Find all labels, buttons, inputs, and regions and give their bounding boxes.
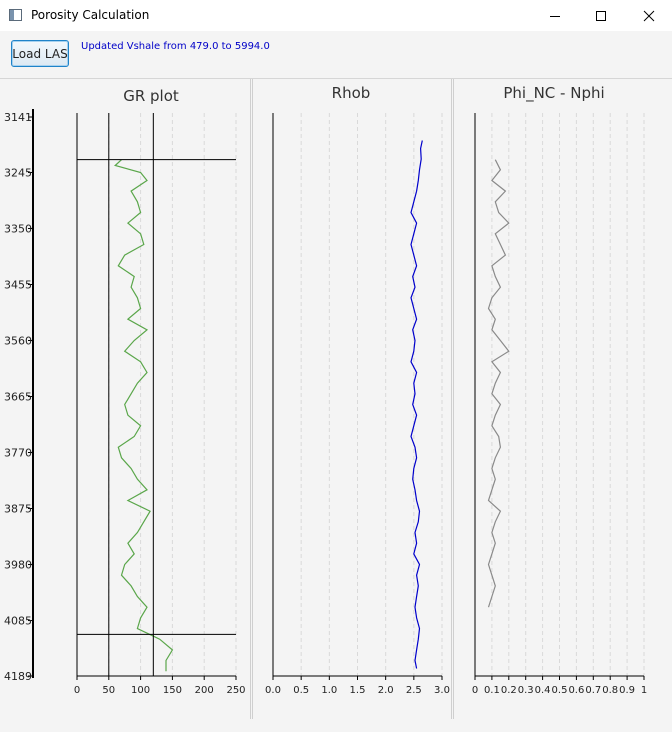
x-tick-label: 0.1 [484,685,500,696]
x-tick-label: 150 [163,685,182,696]
log-plots: GR plot Rhob Phi_NC - Nphi 3141 3245 3350 3… [0,79,672,728]
x-tick-label: 1.5 [350,685,366,696]
gr-plot-title: GR plot [123,87,179,105]
depth-tick-label: 4085 [4,615,32,628]
depth-tick-label: 3455 [4,278,32,291]
x-tick-label: 0 [472,685,478,696]
close-button[interactable] [626,0,672,31]
x-tick-label: 0.6 [568,685,584,696]
rhob-series-line [410,140,423,669]
rhob-plot-title: Rhob [332,84,371,102]
x-tick-label: 0.0 [265,685,281,696]
app-icon [9,9,22,21]
x-tick-label: 50 [102,685,115,696]
depth-tick-label: 3980 [4,559,32,572]
title-bar: Porosity Calculation [0,0,672,32]
x-tick-label: 0 [74,685,80,696]
x-tick-label: 0.3 [518,685,534,696]
close-icon [643,10,655,21]
depth-tick-label: 3141 [4,111,32,124]
x-tick-label: 3.0 [434,685,450,696]
depth-tick-label: 3875 [4,503,32,516]
depth-tick-label: 3350 [4,222,32,235]
x-tick-label: 0.5 [293,685,309,696]
depth-tick-label: 3560 [4,334,32,347]
phi-series-line [487,159,510,608]
x-tick-label: 200 [195,685,214,696]
maximize-button[interactable] [578,0,624,31]
minimize-icon [550,15,560,17]
x-tick-label: 1 [641,685,647,696]
x-tick-label: 0.5 [552,685,568,696]
x-tick-label: 0.4 [535,685,551,696]
x-tick-label: 250 [226,685,245,696]
plots-area: GR plot Rhob Phi_NC - Nphi 3141 3245 3350 3… [0,79,672,728]
gr-series-line [113,159,174,672]
x-tick-label: 0.2 [501,685,517,696]
x-tick-label: 0.9 [619,685,635,696]
x-tick-label: 100 [131,685,150,696]
depth-tick-label: 3770 [4,447,32,460]
window-title: Porosity Calculation [31,8,150,22]
status-message: Updated Vshale from 479.0 to 5994.0 [81,41,270,52]
x-tick-label: 2.0 [378,685,394,696]
toolbar: Load LAS Updated Vshale from 479.0 to 59… [0,31,672,79]
x-tick-label: 2.5 [406,685,422,696]
maximize-icon [596,10,606,21]
depth-tick-label: 3665 [4,391,32,404]
phi-plot-title: Phi_NC - Nphi [503,84,604,103]
x-tick-label: 1.0 [321,685,337,696]
minimize-button[interactable] [532,0,578,31]
load-las-button[interactable]: Load LAS [11,40,69,67]
x-tick-label: 0.8 [602,685,618,696]
x-tick-label: 0.7 [585,685,601,696]
depth-tick-label: 3245 [4,166,32,179]
depth-tick-label: 4189 [4,670,32,683]
